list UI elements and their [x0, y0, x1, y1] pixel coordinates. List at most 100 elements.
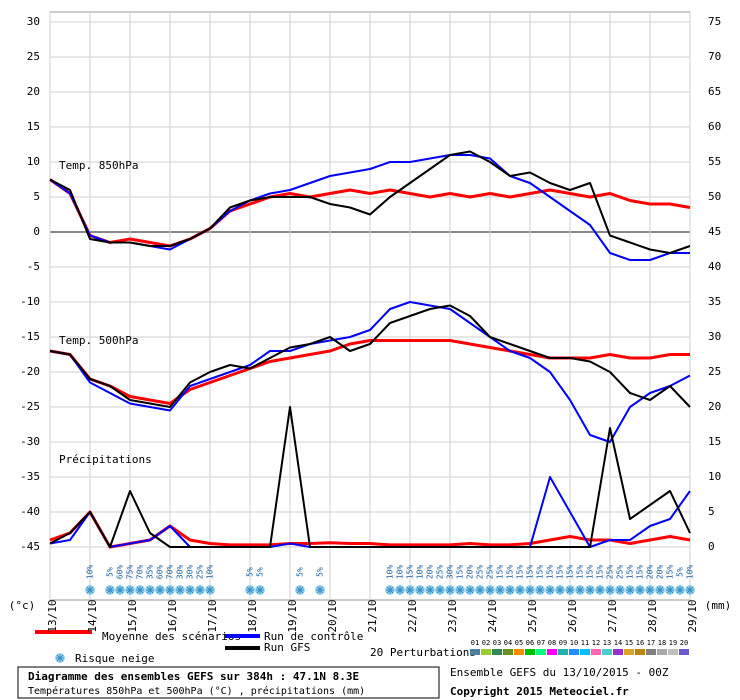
snow-icon: [654, 584, 666, 596]
perturbation-swatch: [668, 649, 678, 655]
snow-risk-label: 35%: [146, 565, 155, 580]
snow-icon: [534, 584, 546, 596]
snow-icon: [504, 584, 516, 596]
snow-icon: [434, 584, 446, 596]
snow-risk-label: 15%: [506, 565, 515, 580]
snow-risk-label: 5%: [256, 567, 265, 577]
snow-risk-label: 25%: [436, 565, 445, 580]
snow-icon: [574, 584, 586, 596]
perturbation-label: 14: [614, 639, 622, 647]
snow-icon: [174, 584, 186, 596]
x-tick-label: 20/10: [326, 599, 339, 632]
snow-icon: [664, 584, 676, 596]
y-tick-label: 25: [27, 50, 40, 63]
snow-icon: [524, 584, 536, 596]
snow-icon: [584, 584, 596, 596]
y-tick-label: 5: [33, 190, 40, 203]
snow-icon: [194, 584, 206, 596]
perturbation-label: 15: [625, 639, 633, 647]
snow-risk-label: 15%: [526, 565, 535, 580]
y-tick-label: 30: [27, 15, 40, 28]
x-tick-label: 29/10: [686, 599, 699, 632]
y-tick-label: -5: [27, 260, 40, 273]
panel-label: Précipitations: [59, 453, 152, 466]
snow-risk-label: 15%: [406, 565, 415, 580]
snow-risk-label: 70%: [136, 565, 145, 580]
footer-run: Ensemble GEFS du 13/10/2015 - 00Z: [450, 666, 669, 679]
temp-500-line: [49, 339, 690, 405]
y2-axis-label: (mm): [705, 599, 732, 612]
x-tick-label: 23/10: [446, 599, 459, 632]
x-tick-label: 15/10: [126, 599, 139, 632]
snow-icon: [594, 584, 606, 596]
y-tick-label: 20: [27, 85, 40, 98]
snow-risk-label: 15%: [496, 565, 505, 580]
snow-icon: [464, 584, 476, 596]
snow-icon: [624, 584, 636, 596]
snow-icon: [134, 584, 146, 596]
y2-tick-label: 50: [708, 190, 721, 203]
snow-risk-label: 10%: [86, 565, 95, 580]
snow-risk-label: 15%: [456, 565, 465, 580]
snow-icon: [154, 584, 166, 596]
snow-risk-label: 25%: [476, 565, 485, 580]
y2-tick-label: 60: [708, 120, 721, 133]
perturbation-label: 08: [548, 639, 556, 647]
snow-risk-label: 15%: [626, 565, 635, 580]
x-tick-label: 13/10: [46, 599, 59, 632]
y-tick-label: -20: [20, 365, 40, 378]
y2-tick-label: 5: [708, 505, 715, 518]
snow-risk-label: 10%: [416, 565, 425, 580]
perturbation-label: 19: [669, 639, 677, 647]
snow-icon: [604, 584, 616, 596]
snow-risk-label: 10%: [206, 565, 215, 580]
x-tick-label: 25/10: [526, 599, 539, 632]
perturbation-label: 07: [537, 639, 545, 647]
snow-risk-label: 15%: [556, 565, 565, 580]
snow-risk-label: 15%: [666, 565, 675, 580]
snow-icon: [114, 584, 126, 596]
x-tick-label: 24/10: [486, 599, 499, 632]
temp-850-line: [49, 150, 691, 254]
y-tick-label: 0: [33, 225, 40, 238]
snow-icon: [414, 584, 426, 596]
y-tick-label: -10: [20, 295, 40, 308]
temp-500-line: [49, 304, 691, 408]
snow-icon: [404, 584, 416, 596]
temp-850-line: [49, 154, 690, 261]
snow-risk-label: 10%: [686, 565, 695, 580]
perturbation-swatch: [558, 649, 568, 655]
perturbation-swatch: [514, 649, 524, 655]
perturbation-label: 10: [570, 639, 578, 647]
y2-tick-label: 0: [708, 540, 715, 553]
y-tick-label: -45: [20, 540, 40, 553]
temp-850-line: [49, 178, 691, 248]
perturbation-label: 11: [581, 639, 589, 647]
x-tick-label: 21/10: [366, 599, 379, 632]
perturbation-label: 01: [471, 639, 479, 647]
x-tick-label: 14/10: [86, 599, 99, 632]
snow-icon: [144, 584, 156, 596]
legend-label: Risque neige: [75, 652, 154, 665]
perturbation-swatch: [536, 649, 546, 655]
snow-risk-label: 15%: [546, 565, 555, 580]
snow-risk-label: 25%: [486, 565, 495, 580]
snow-icon: [294, 584, 306, 596]
y-tick-label: 15: [27, 120, 40, 133]
snow-icon: [684, 584, 696, 596]
legend-label: Moyenne des scénarios: [102, 630, 241, 643]
snow-risk-label: 20%: [426, 565, 435, 580]
snow-icon: [164, 584, 176, 596]
perturbation-swatch: [624, 649, 634, 655]
perturbation-label: 06: [526, 639, 534, 647]
legend-label: 20 Perturbations: [370, 646, 476, 659]
snow-icon: [484, 584, 496, 596]
perturbation-swatch: [591, 649, 601, 655]
snow-risk-label: 15%: [586, 565, 595, 580]
snow-icon: [564, 584, 576, 596]
snow-risk-label: 5%: [676, 567, 685, 577]
snow-risk-label: 15%: [536, 565, 545, 580]
y2-tick-label: 75: [708, 15, 721, 28]
perturbation-label: 03: [493, 639, 501, 647]
